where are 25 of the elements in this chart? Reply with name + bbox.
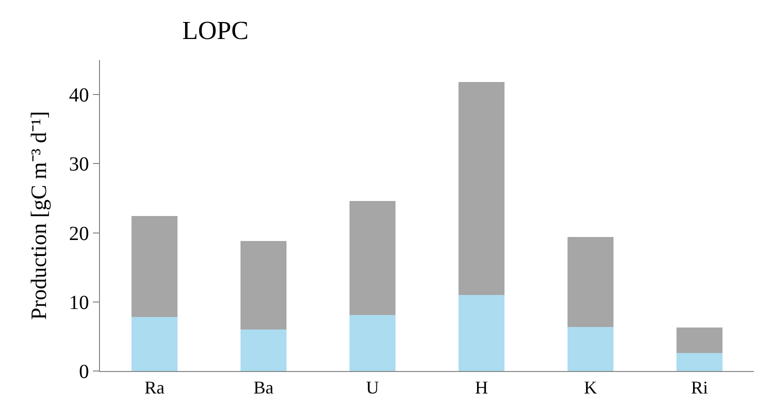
x-tick-label: K: [584, 378, 597, 398]
bar: [350, 315, 396, 371]
y-tick-label: 0: [79, 361, 89, 383]
bar: [350, 200, 396, 316]
bar: [240, 241, 286, 330]
y-axis-title: Production [gC m⁻³ d⁻¹]: [26, 111, 51, 320]
y-tick-label: 40: [69, 84, 89, 107]
bar: [568, 236, 614, 327]
x-tick-label: Ra: [144, 378, 165, 398]
x-tick-label: Ba: [254, 378, 274, 398]
y-tick-label: 10: [69, 292, 89, 314]
y-tick-label: 20: [69, 222, 89, 245]
bar: [676, 353, 722, 371]
bar: [458, 82, 504, 295]
bar: [568, 326, 614, 371]
bar: [132, 317, 178, 371]
x-tick-label: Ri: [690, 378, 708, 398]
x-tick-label: U: [366, 378, 379, 398]
bar: [132, 216, 178, 318]
bar: [240, 330, 286, 371]
chart-title: LOPC: [182, 16, 249, 45]
y-tick-label: 30: [69, 154, 89, 176]
x-tick-label: H: [475, 378, 488, 398]
bar: [676, 327, 722, 354]
bar: [458, 294, 504, 371]
